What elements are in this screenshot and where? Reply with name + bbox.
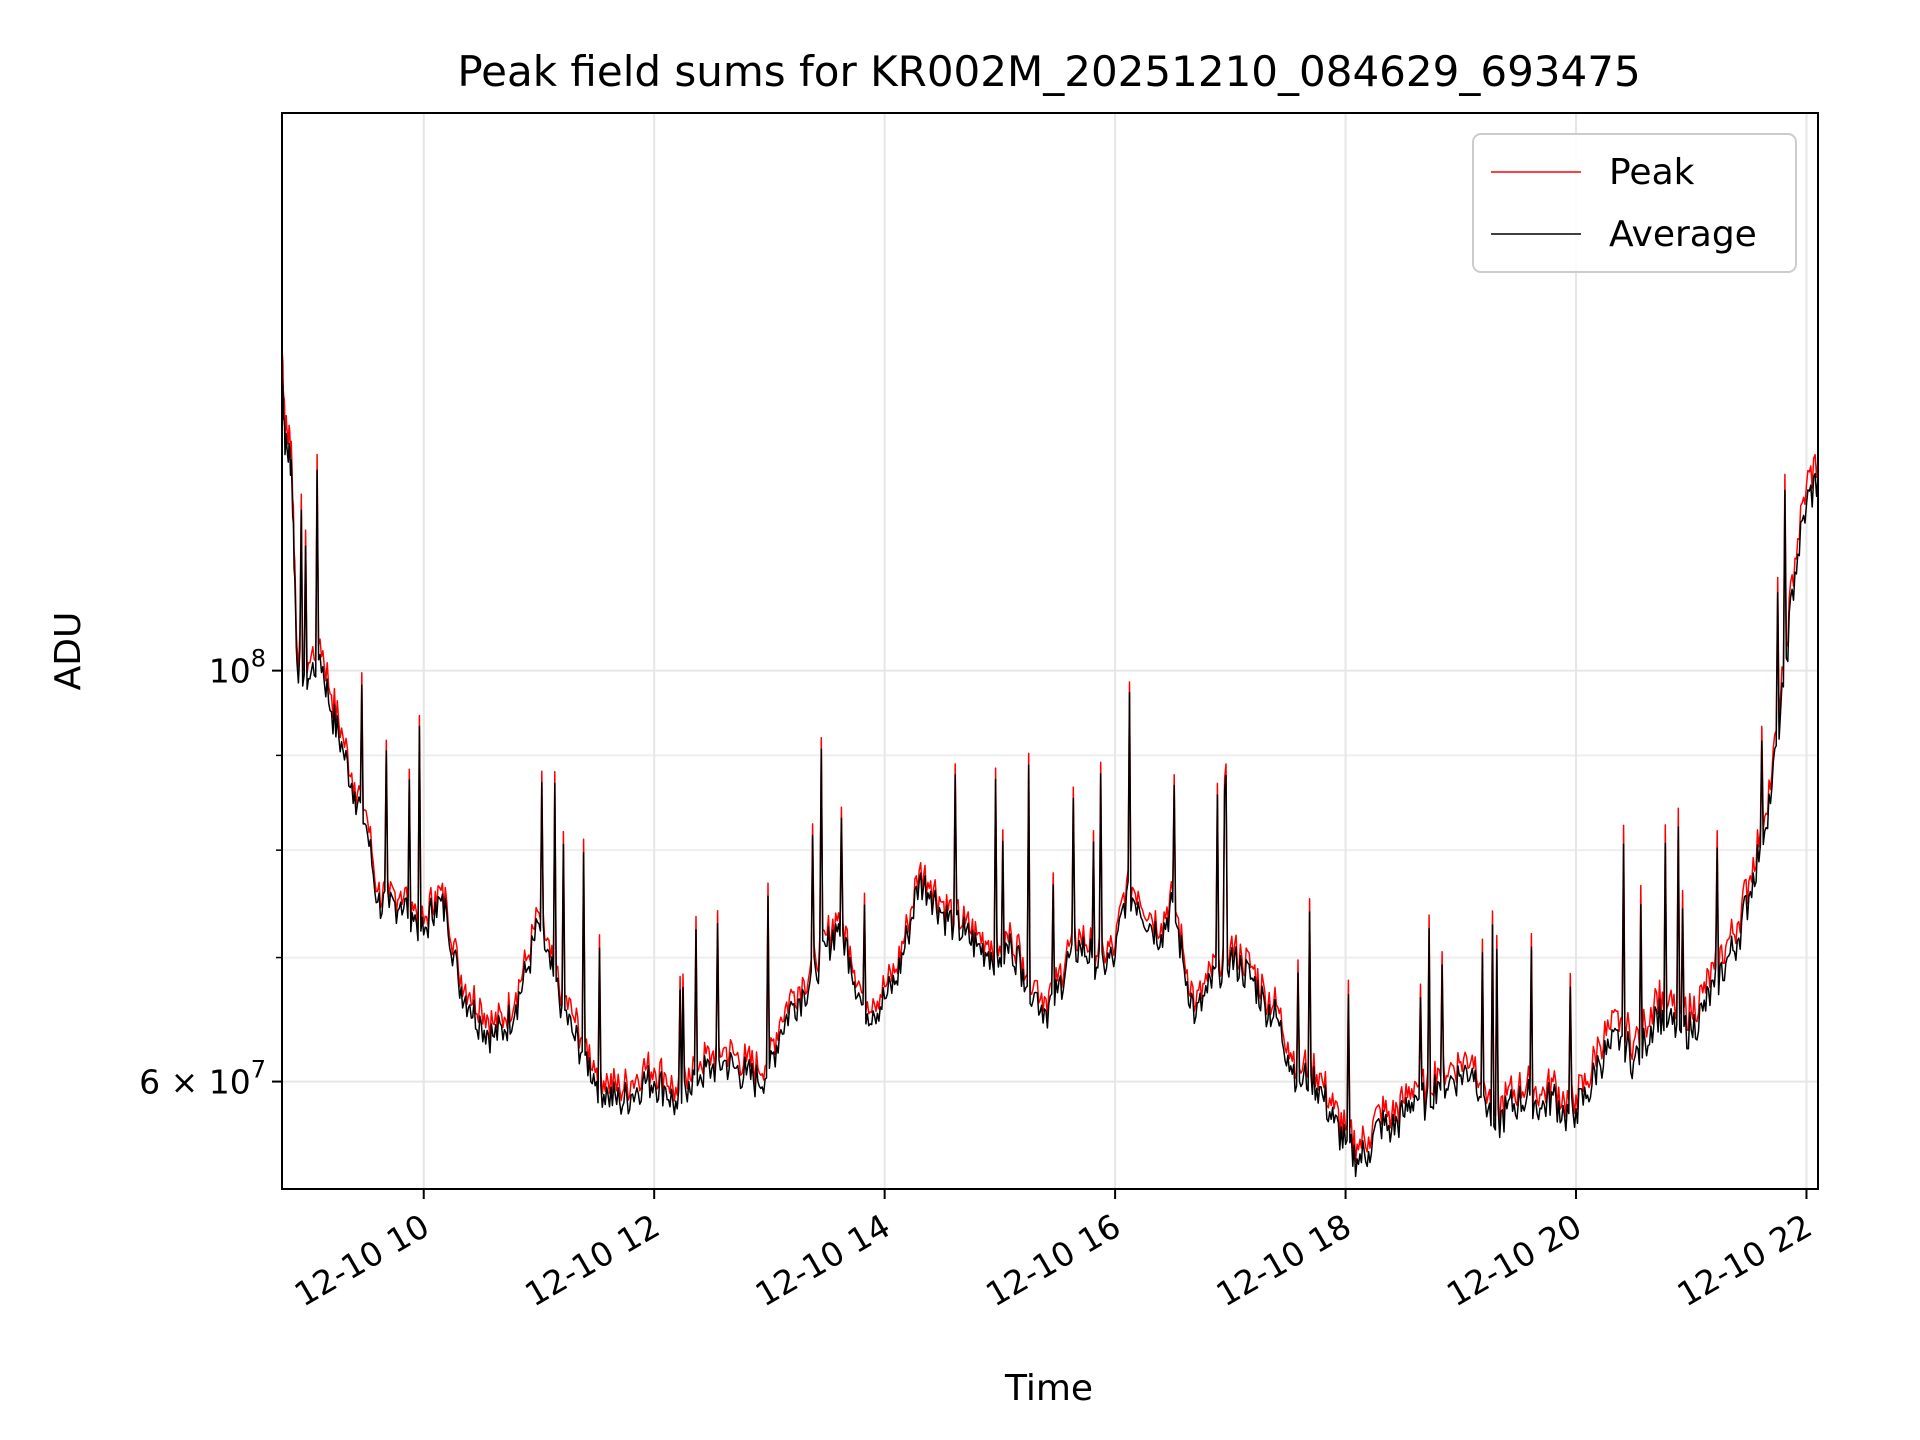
chart-title: Peak field sums for KR002M_20251210_0846…: [457, 47, 1640, 96]
y-axis-label: ADU: [48, 612, 89, 691]
legend-average-label: Average: [1609, 214, 1757, 255]
legend-peak-label: Peak: [1609, 152, 1695, 193]
y-tick-base: 10: [209, 652, 251, 691]
y-tick-exponent: 7: [251, 1056, 266, 1084]
series-line-average: [282, 371, 1818, 1178]
x-axis-label: Time: [1004, 1368, 1093, 1409]
y-tick-label: 6 × 107: [139, 1056, 266, 1102]
y-tick-label: 108: [209, 645, 266, 691]
series-area: [282, 344, 1818, 1178]
grid: [282, 113, 1818, 1189]
y-tick-exponent: 8: [251, 645, 266, 673]
y-tick-base: 6 × 10: [139, 1063, 251, 1102]
plot-frame: [281, 112, 1819, 1190]
y-axis: 108 6 × 107: [139, 645, 282, 1102]
legend-box: [1472, 133, 1797, 273]
series-line-peak: [282, 344, 1818, 1163]
legend: Peak Average: [1472, 133, 1797, 273]
